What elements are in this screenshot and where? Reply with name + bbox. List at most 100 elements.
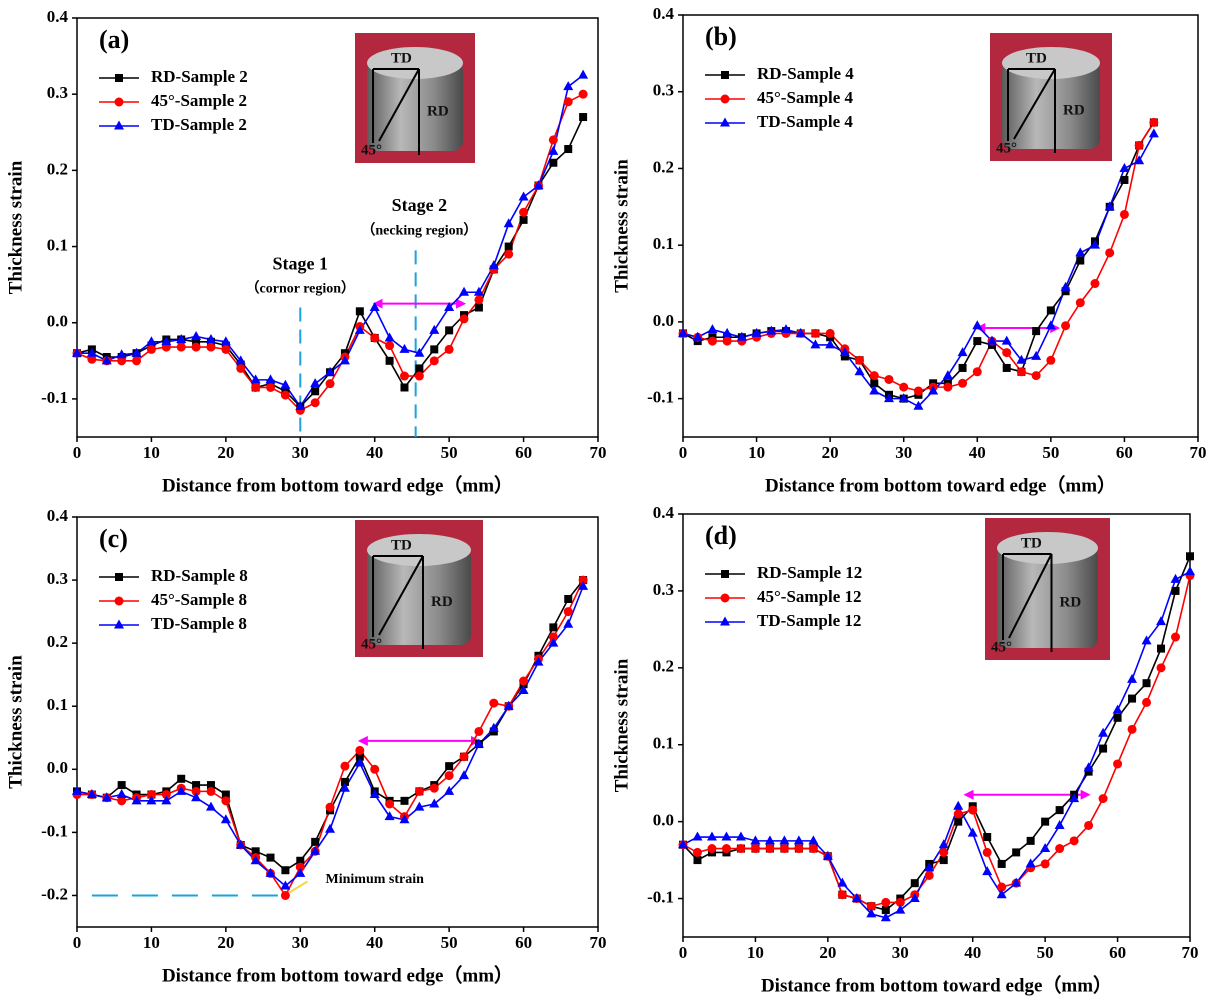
- marker-triangle: [851, 893, 862, 903]
- marker-circle: [810, 328, 820, 338]
- marker-triangle: [518, 684, 529, 694]
- marker-circle: [191, 786, 201, 796]
- x-tick-label: 70: [1182, 943, 1199, 962]
- marker-circle: [280, 890, 290, 900]
- marker-triangle: [295, 867, 306, 877]
- legend-label: TD-Sample 12: [757, 611, 861, 630]
- inset-label: TD: [1026, 50, 1047, 66]
- x-tick-label: 50: [1042, 443, 1059, 462]
- marker-triangle: [116, 789, 127, 799]
- marker-circle: [1149, 117, 1159, 127]
- marker-square: [400, 796, 409, 805]
- y-tick-label: -0.1: [647, 388, 674, 407]
- marker-circle: [266, 382, 276, 392]
- marker-triangle: [909, 893, 920, 903]
- x-tick-label: 0: [73, 933, 82, 952]
- marker-circle: [968, 805, 978, 815]
- marker-triangle: [866, 908, 877, 918]
- x-tick-label: 30: [895, 443, 912, 462]
- marker-triangle: [101, 792, 112, 802]
- marker-triangle: [563, 618, 574, 628]
- marker-square: [400, 383, 409, 392]
- y-tick-label: 0.0: [653, 311, 674, 330]
- marker-triangle: [220, 814, 231, 824]
- y-tick-label: 0.4: [653, 4, 675, 23]
- marker-triangle: [146, 336, 157, 346]
- y-tick-label: 0.1: [653, 734, 674, 753]
- marker-circle: [1127, 724, 1137, 734]
- y-tick-label: 0.0: [47, 758, 68, 777]
- marker-square: [519, 215, 528, 224]
- marker-square: [1012, 848, 1021, 857]
- marker-triangle: [1016, 354, 1027, 364]
- marker-triangle: [205, 801, 216, 811]
- marker-triangle: [310, 378, 321, 388]
- marker-circle: [132, 356, 142, 366]
- marker-triangle: [131, 795, 142, 805]
- x-tick-label: 50: [441, 443, 458, 462]
- marker-square: [549, 158, 558, 167]
- marker-circle: [982, 847, 992, 857]
- marker-triangle: [399, 814, 410, 824]
- marker-triangle: [578, 69, 589, 79]
- marker-circle: [385, 799, 395, 809]
- x-tick-label: 40: [366, 443, 383, 462]
- inset-cylinder: [367, 548, 471, 645]
- legend-label: TD-Sample 4: [757, 112, 853, 131]
- marker-square: [445, 762, 454, 771]
- marker-circle: [117, 356, 127, 366]
- marker-triangle: [339, 355, 350, 365]
- marker-square: [840, 352, 849, 361]
- marker-triangle: [101, 355, 112, 365]
- marker-circle: [191, 342, 201, 352]
- series-line: [682, 133, 1155, 408]
- x-tick-label: 20: [822, 443, 839, 462]
- marker-triangle: [369, 301, 380, 311]
- marker-circle: [280, 390, 290, 400]
- legend-marker: [114, 596, 124, 606]
- marker-circle: [866, 901, 876, 911]
- legend-label: TD-Sample 8: [151, 614, 247, 633]
- y-tick-label: 0.1: [653, 234, 674, 253]
- y-tick-label: 0.1: [47, 235, 68, 254]
- y-tick-label: 0.2: [653, 657, 674, 676]
- marker-triangle: [354, 757, 365, 767]
- marker-triangle: [459, 286, 470, 296]
- marker-square: [311, 837, 320, 846]
- marker-triangle: [1112, 704, 1123, 714]
- marker-circle: [87, 354, 97, 364]
- y-tick-label: 0.4: [47, 506, 69, 525]
- annotation: （cornor region）: [246, 280, 356, 296]
- inset-photo: TD RD 45°: [990, 33, 1112, 161]
- panel: TD RD 45° 0 10 20 30 40 50 60 70 -0.2 -0.1 0.0 0.1 0.2 0…: [5, 506, 606, 986]
- annotation: Stage 2: [392, 195, 448, 215]
- marker-square: [1142, 679, 1151, 688]
- inset-label: 45°: [991, 639, 1012, 655]
- marker-square: [1120, 175, 1129, 184]
- legend-label: 45°-Sample 4: [757, 88, 854, 107]
- inset-top: [997, 532, 1098, 564]
- plot-frame: [76, 17, 599, 438]
- marker-square: [1128, 694, 1137, 703]
- marker-square: [954, 817, 963, 826]
- annotation: Minimum strain: [326, 872, 425, 887]
- marker-square: [430, 345, 439, 354]
- marker-triangle: [1141, 635, 1152, 645]
- marker-triangle: [1054, 819, 1065, 829]
- x-tick-label: 10: [748, 443, 765, 462]
- x-tick-label: 70: [590, 933, 607, 952]
- marker-circle: [1113, 759, 1123, 769]
- marker-triangle: [953, 800, 964, 810]
- marker-circle: [176, 342, 186, 352]
- marker-circle: [924, 870, 934, 880]
- marker-square: [311, 387, 320, 396]
- legend-label: RD-Sample 4: [757, 64, 854, 83]
- marker-triangle: [884, 393, 894, 403]
- marker-triangle: [1104, 201, 1115, 211]
- marker-triangle: [250, 855, 261, 865]
- x-tick-label: 10: [143, 933, 160, 952]
- marker-square: [385, 356, 394, 365]
- marker-triangle: [721, 831, 732, 841]
- marker-triangle: [1040, 843, 1051, 853]
